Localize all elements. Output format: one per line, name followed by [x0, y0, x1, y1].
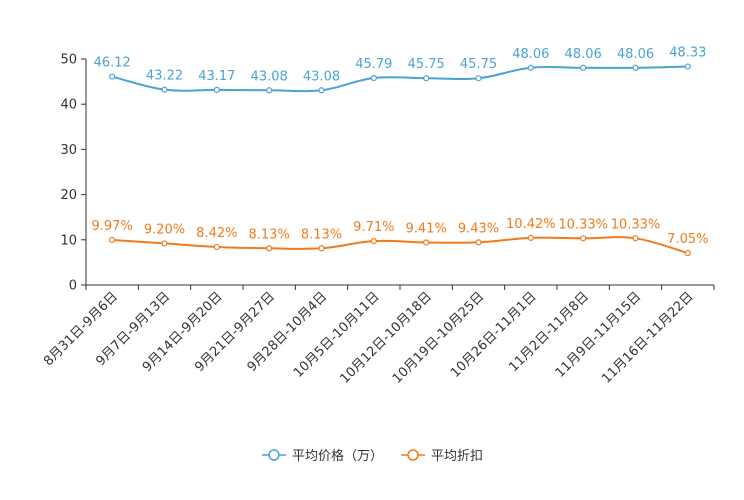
data-label: 8.13%	[301, 227, 342, 242]
data-point[interactable]	[266, 245, 273, 252]
data-label: 48.06	[512, 47, 549, 62]
series-line-2	[112, 236, 689, 255]
data-point[interactable]	[580, 235, 587, 242]
data-point[interactable]	[318, 245, 325, 252]
data-point[interactable]	[580, 64, 587, 71]
data-point[interactable]	[318, 87, 325, 94]
data-label: 9.97%	[92, 219, 133, 234]
data-label: 45.75	[408, 57, 445, 72]
data-label: 45.79	[355, 57, 392, 72]
data-point[interactable]	[213, 243, 220, 251]
data-label: 48.06	[617, 47, 654, 62]
legend-item-1[interactable]: 平均价格（万）	[262, 448, 383, 464]
x-tick-label: 11月16日-11月22日	[599, 289, 696, 386]
data-point[interactable]	[527, 64, 534, 71]
data-label: 8.13%	[249, 227, 290, 242]
y-tick-label: 30	[60, 143, 77, 158]
data-label: 9.71%	[353, 220, 394, 235]
data-label: 9.20%	[144, 222, 185, 237]
data-label: 10.42%	[506, 217, 556, 232]
data-label: 10.33%	[558, 217, 608, 232]
data-point[interactable]	[109, 73, 116, 80]
legend-label: 平均价格（万）	[292, 448, 383, 464]
data-point[interactable]	[527, 234, 534, 242]
data-label: 45.75	[460, 57, 497, 72]
data-label: 46.12	[94, 56, 131, 71]
data-label: 48.33	[669, 46, 706, 61]
data-label: 7.05%	[667, 232, 708, 247]
legend[interactable]: 平均价格（万） 平均折扣	[262, 448, 483, 464]
data-point[interactable]	[632, 64, 639, 71]
data-point[interactable]	[684, 250, 691, 257]
y-tick-label: 0	[69, 279, 77, 294]
data-labels: 46.12 43.22 43.17 43.08 43.08 45.79 45.75 45.75…	[92, 46, 709, 248]
data-label: 43.08	[303, 69, 340, 84]
data-label: 9.41%	[406, 221, 447, 236]
y-tick-label: 40	[60, 98, 77, 113]
data-label: 43.17	[198, 69, 235, 84]
data-label: 43.22	[146, 69, 183, 84]
data-label: 48.06	[565, 47, 602, 62]
data-point[interactable]	[213, 86, 220, 93]
data-point[interactable]	[370, 238, 377, 245]
data-label: 43.08	[251, 69, 288, 84]
legend-circle-icon	[268, 449, 280, 461]
data-point[interactable]	[109, 236, 116, 244]
series-line-1	[111, 65, 688, 93]
data-point[interactable]	[161, 240, 168, 247]
data-point[interactable]	[423, 239, 430, 246]
data-point[interactable]	[684, 63, 691, 70]
data-point[interactable]	[475, 239, 482, 246]
data-point[interactable]	[370, 74, 377, 82]
data-point[interactable]	[423, 75, 430, 82]
y-tick-label: 10	[60, 233, 77, 248]
data-point[interactable]	[161, 86, 168, 93]
y-tick-label: 20	[60, 188, 77, 203]
legend-circle-icon	[407, 449, 419, 461]
series-layer	[109, 63, 691, 257]
legend-item-2[interactable]: 平均折扣	[401, 449, 483, 464]
legend-label: 平均折扣	[431, 449, 483, 464]
data-label: 8.42%	[196, 226, 237, 241]
data-point[interactable]	[266, 87, 273, 94]
data-point[interactable]	[632, 235, 639, 242]
y-tick-label: 50	[60, 53, 77, 68]
data-label: 9.43%	[458, 221, 499, 236]
data-point[interactable]	[475, 75, 482, 82]
x-tick-label: 10月19日-10月25日	[390, 289, 487, 386]
x-tick-label: 10月12日-10月18日	[338, 289, 435, 386]
data-label: 10.33%	[611, 217, 661, 232]
